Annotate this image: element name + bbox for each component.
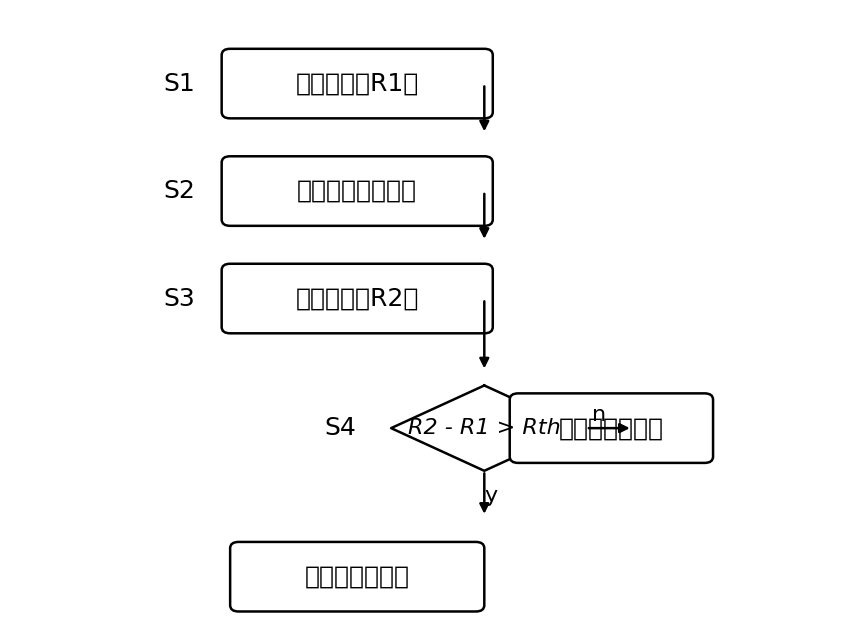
Text: 气密性没有问题: 气密性没有问题 (304, 565, 410, 589)
FancyBboxPatch shape (222, 156, 493, 226)
Polygon shape (391, 385, 577, 471)
Text: 放置于高湿度环境: 放置于高湿度环境 (298, 179, 417, 203)
FancyBboxPatch shape (510, 393, 713, 463)
Text: 测定电阵（R2）: 测定电阵（R2） (296, 286, 419, 311)
Text: 测定电阵（R1）: 测定电阵（R1） (296, 72, 419, 96)
FancyBboxPatch shape (222, 264, 493, 333)
FancyBboxPatch shape (230, 542, 484, 612)
Text: y: y (484, 486, 497, 506)
Text: S2: S2 (163, 179, 196, 203)
Text: S3: S3 (163, 286, 196, 311)
Text: 气密性存在问题: 气密性存在问题 (559, 416, 664, 440)
FancyBboxPatch shape (222, 49, 493, 118)
Text: n: n (592, 406, 606, 425)
Text: R2 - R1 > Rth: R2 - R1 > Rth (408, 418, 561, 438)
Text: S4: S4 (325, 416, 356, 440)
Text: S1: S1 (163, 72, 196, 96)
